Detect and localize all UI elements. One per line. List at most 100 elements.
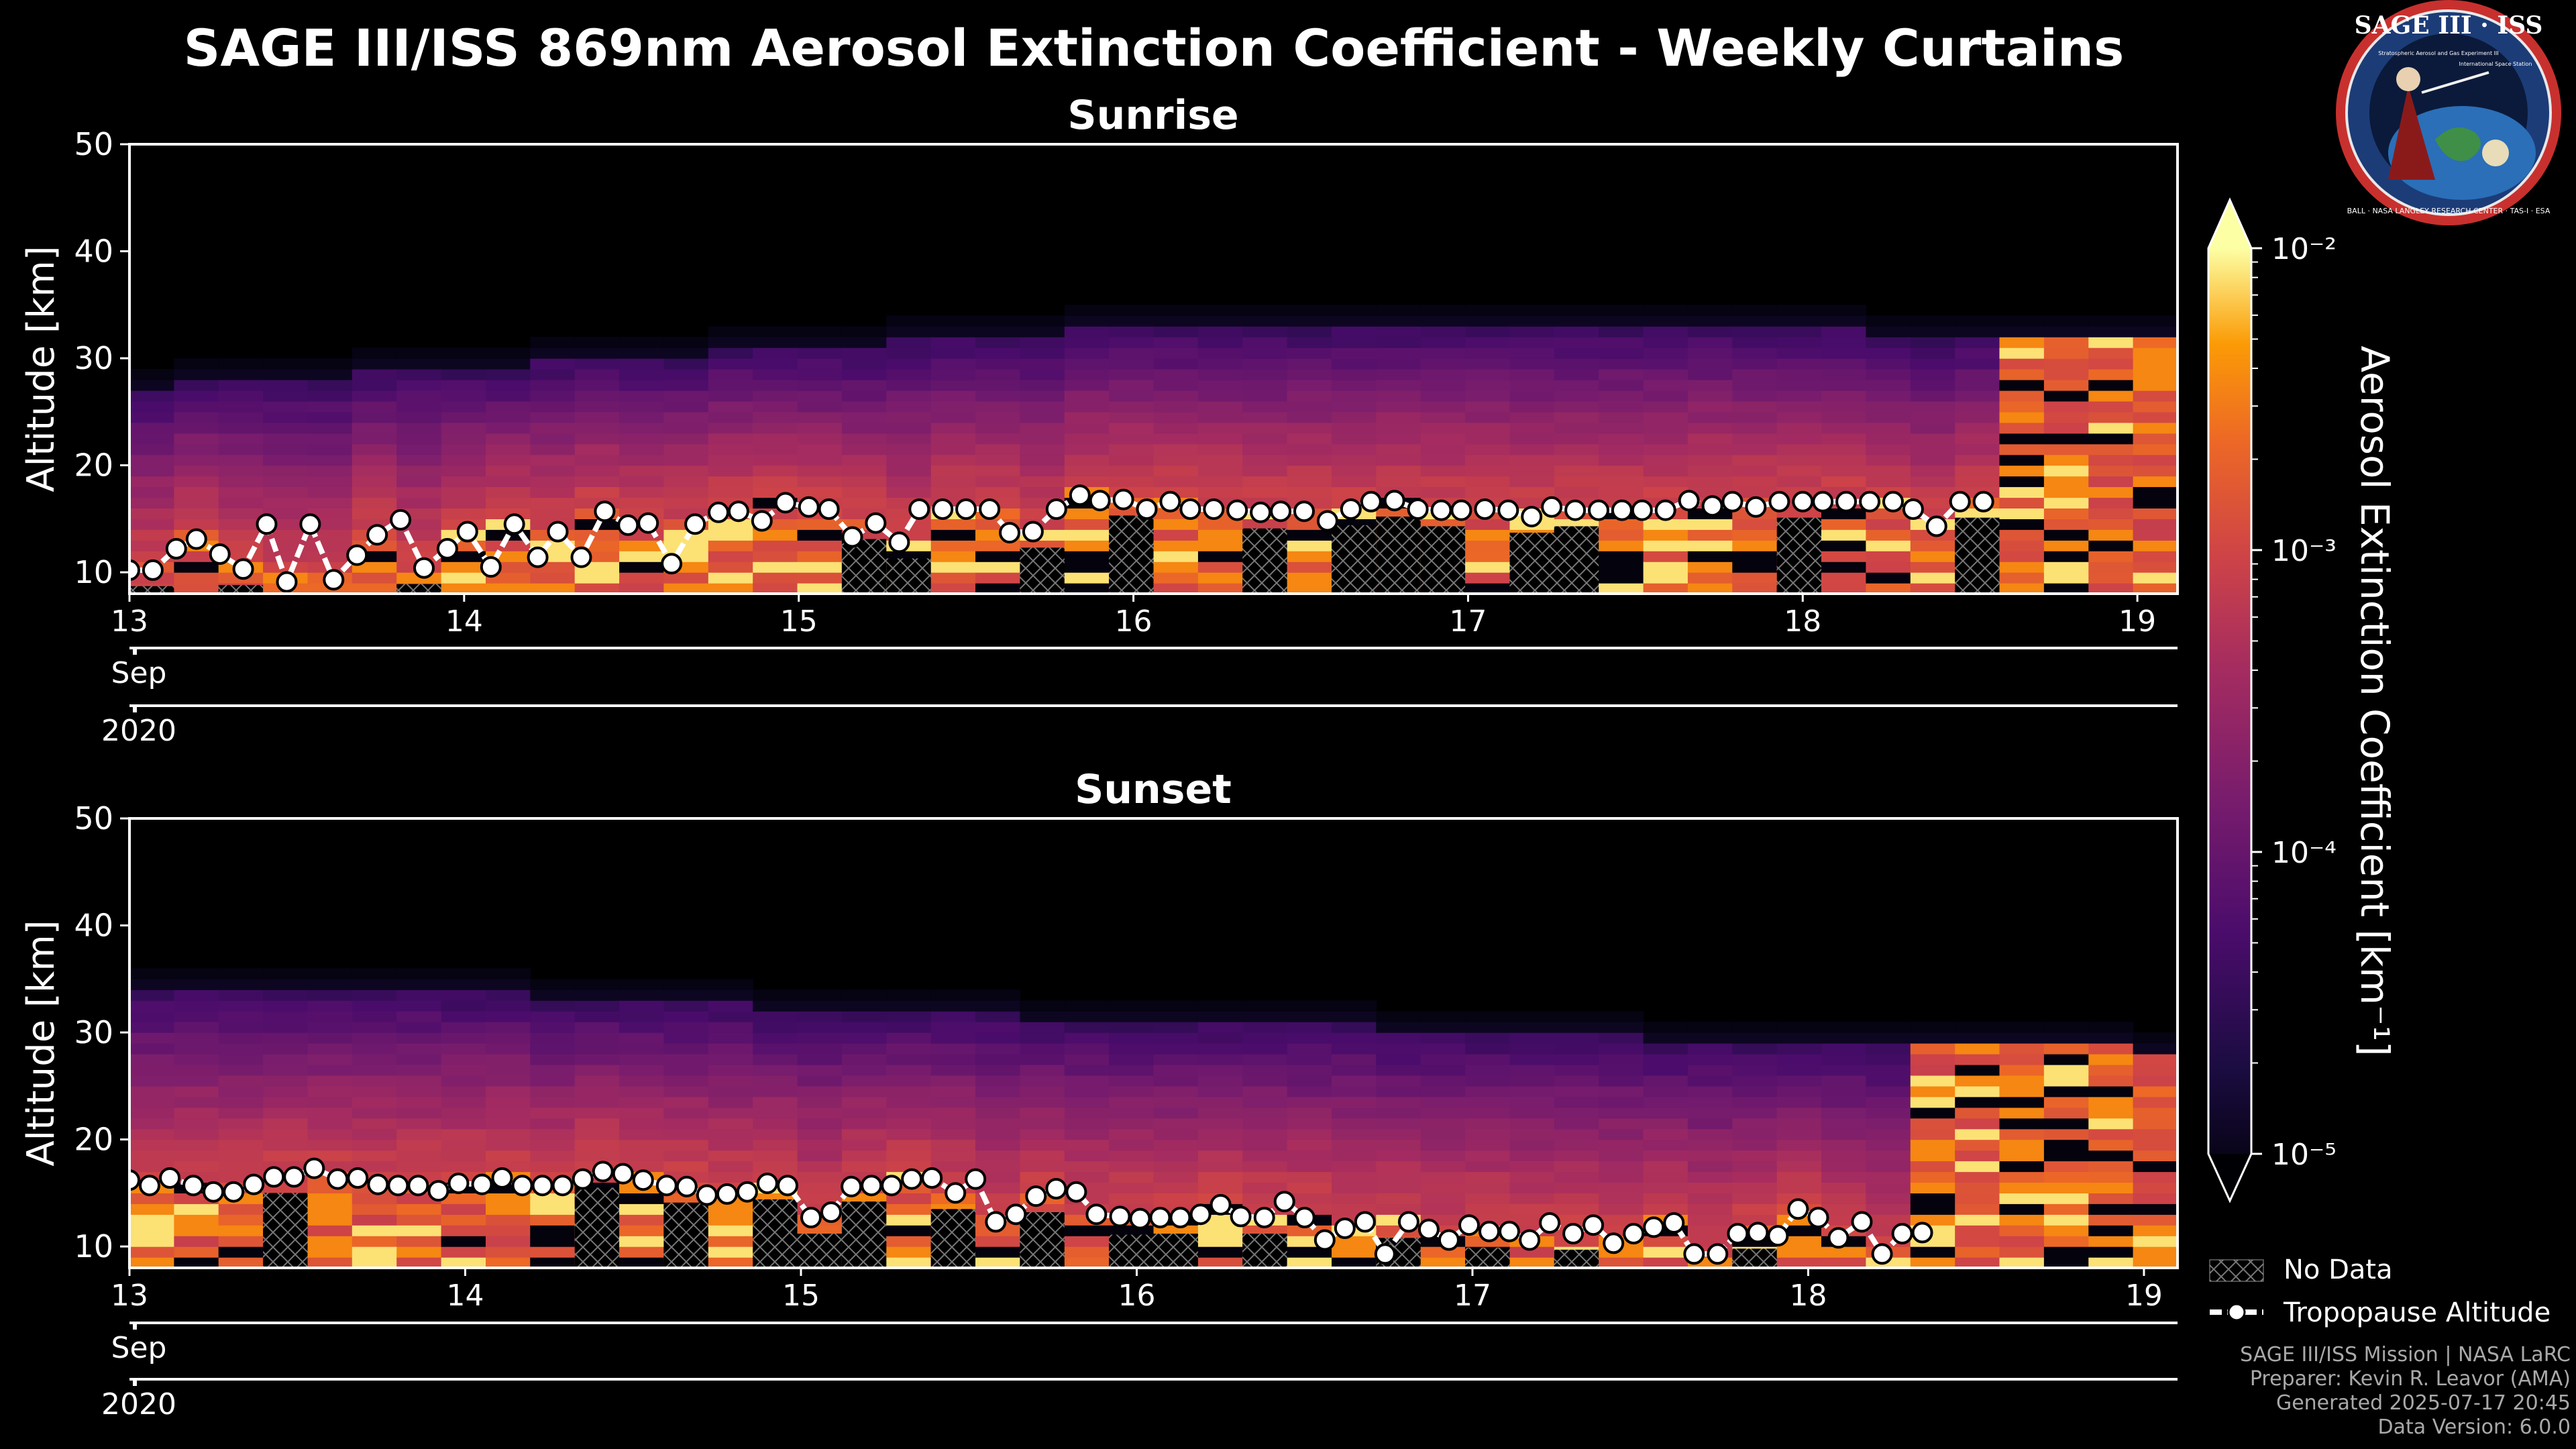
heatmap-cell [930, 1022, 976, 1033]
y-tick-label: 30 [74, 340, 113, 376]
heatmap-cell [708, 337, 753, 348]
heatmap-cell [1109, 400, 1155, 413]
heatmap-cell [1242, 519, 1288, 530]
heatmap-cell [975, 1161, 1021, 1173]
heatmap-cell [1599, 551, 1644, 562]
heatmap-cell [1064, 1075, 1110, 1087]
heatmap-cell [263, 486, 309, 498]
heatmap-cell [1287, 1043, 1332, 1055]
heatmap-cell [1109, 1054, 1155, 1065]
heatmap-cell [1064, 358, 1110, 370]
heatmap-cell [1687, 476, 1733, 488]
tropopause-marker [1253, 1207, 1275, 1228]
heatmap-cell [530, 411, 576, 423]
heatmap-cell [1064, 561, 1110, 573]
badge-continent-icon [2435, 127, 2481, 161]
heatmap-cell [797, 358, 843, 370]
heatmap-cell [1020, 390, 1065, 402]
tropopause-marker [2064, 0, 2083, 9]
heatmap-cell [841, 1118, 888, 1130]
heatmap-cell [574, 1022, 620, 1033]
heatmap-cell [1910, 1150, 1955, 1162]
heatmap-cell [1643, 465, 1688, 477]
heatmap-cell [1376, 390, 1421, 402]
heatmap-cell [1910, 326, 1955, 337]
tropopause-marker [965, 1168, 987, 1190]
heatmap-cell [1866, 1022, 1911, 1033]
heatmap-cell [1999, 315, 2045, 327]
heatmap-cell [619, 465, 665, 477]
heatmap-cell [2133, 572, 2178, 584]
heatmap-cell [218, 979, 264, 990]
heatmap-cell [1332, 422, 1377, 434]
heatmap-cell [619, 358, 665, 370]
heatmap-cell [1332, 358, 1377, 370]
heatmap-cell [1999, 1246, 2045, 1258]
heatmap-cell [574, 1011, 620, 1022]
heatmap-cell [1599, 1011, 1644, 1022]
heatmap-cell [1109, 476, 1155, 488]
panel-title-sunset: Sunset [1075, 766, 1232, 813]
heatmap-cell [1242, 380, 1288, 391]
heatmap-cell [1732, 1118, 1778, 1130]
heatmap-cell [1153, 1107, 1199, 1119]
heatmap-cell [1153, 433, 1199, 445]
heatmap-cell [1687, 390, 1733, 402]
heatmap-cell [2133, 1171, 2178, 1183]
heatmap-cell [263, 561, 309, 573]
heatmap-cell [1866, 1096, 1911, 1108]
heatmap-cell [2133, 422, 2178, 434]
heatmap-cell [218, 465, 264, 477]
heatmap-cell [1509, 1257, 1555, 1268]
heatmap-cell [1599, 390, 1644, 402]
heatmap-cell [841, 326, 888, 337]
heatmap-cell [352, 1128, 397, 1140]
heatmap-cell [174, 572, 219, 584]
heatmap-cell [708, 433, 753, 445]
heatmap-cell [1821, 519, 1867, 530]
heatmap-cell [797, 347, 843, 359]
heatmap-cell [886, 1096, 932, 1108]
heatmap-cell [2088, 1085, 2134, 1097]
tropopause-marker [327, 1168, 349, 1190]
heatmap-cell [663, 1096, 709, 1108]
x-tick-label: 16 [1115, 604, 1152, 639]
heatmap-cell [1999, 561, 2045, 573]
heatmap-cell [2133, 1203, 2178, 1215]
heatmap-cell [1732, 337, 1778, 348]
heatmap-cell [1999, 1161, 2045, 1173]
heatmap-cell [797, 476, 843, 488]
heatmap-cell [1599, 369, 1644, 380]
heatmap-cell [886, 433, 932, 445]
heatmap-cell [1554, 411, 1599, 423]
heatmap-cell [1599, 476, 1644, 488]
heatmap-cell [441, 433, 486, 445]
heatmap-cell [1509, 1011, 1555, 1022]
heatmap-cell [975, 1150, 1021, 1162]
heatmap-cell [619, 1032, 665, 1044]
heatmap-cell [1287, 1022, 1332, 1033]
heatmap-cell [1643, 1032, 1688, 1044]
heatmap-cell [1910, 369, 1955, 380]
heatmap-cell [1509, 1246, 1555, 1258]
tropopause-marker [684, 513, 706, 535]
heatmap-cell [2043, 572, 2090, 584]
heatmap-cell [396, 443, 442, 455]
tropopause-marker [1933, 0, 1952, 9]
tropopause-marker [511, 1175, 533, 1197]
heatmap-cell [1910, 1107, 1955, 1119]
heatmap-cell [1554, 476, 1599, 488]
heatmap-cell [2043, 1075, 2090, 1087]
heatmap-cell [2088, 358, 2134, 370]
heatmap-cell [663, 390, 709, 402]
heatmap-cell [352, 454, 397, 466]
tropopause-marker [777, 1175, 798, 1197]
heatmap-cell [1332, 1182, 1377, 1193]
heatmap-cell [2043, 551, 2090, 562]
heatmap-cell [1287, 1257, 1332, 1268]
tropopause-marker [1541, 496, 1563, 518]
heatmap-cell [1599, 443, 1644, 455]
heatmap-cell [1153, 1171, 1199, 1183]
heatmap-cell [663, 454, 709, 466]
heatmap-cell [930, 1139, 976, 1151]
